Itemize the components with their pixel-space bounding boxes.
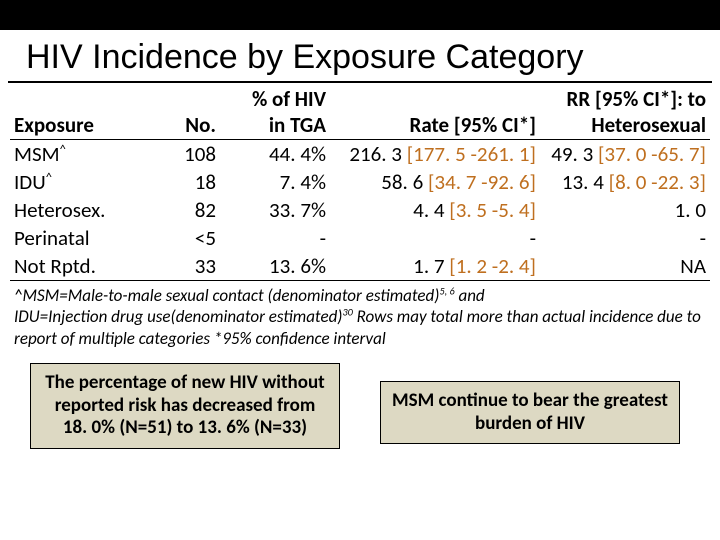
cell-no: 82 <box>150 196 220 224</box>
cell-rr: 1. 0 <box>540 196 710 224</box>
cell-pct: 13. 6% <box>220 252 330 281</box>
slide: HIV Incidence by Exposure Category Expos… <box>0 0 720 540</box>
cell-rate: - <box>330 224 540 252</box>
th-pct-l1: % of HIV <box>252 86 326 112</box>
callouts: The percentage of new HIV without report… <box>0 355 720 449</box>
page-title: HIV Incidence by Exposure Category <box>8 30 712 83</box>
cell-pct: 44. 4% <box>220 140 330 169</box>
callout-left: The percentage of new HIV without report… <box>30 363 340 449</box>
table-row: IDU^ 18 7. 4% 58. 6 [34. 7 -92. 6] 13. 4… <box>10 168 710 196</box>
table-header-row: Exposure No. % of HIV in TGA Rate [95% C… <box>10 85 710 140</box>
cell-no: 33 <box>150 252 220 281</box>
cell-exposure: Heterosex. <box>10 196 150 224</box>
cell-rr: NA <box>540 252 710 281</box>
table-row: Not Rptd. 33 13. 6% 1. 7 [1. 2 -2. 4] NA <box>10 252 710 281</box>
cell-rr: 49. 3 <box>551 141 598 167</box>
fn-1a: ^MSM=Male-to-male sexual contact (denomi… <box>14 285 439 306</box>
cell-exposure: Perinatal <box>10 224 150 252</box>
cell-exposure: MSM <box>14 141 60 167</box>
incidence-table: Exposure No. % of HIV in TGA Rate [95% C… <box>10 85 710 281</box>
cell-rate-ci: [177. 5 -261. 1] <box>407 141 536 167</box>
table-row: Perinatal <5 - - - <box>10 224 710 252</box>
footnote: ^MSM=Male-to-male sexual contact (denomi… <box>0 281 720 355</box>
table-row: MSM^ 108 44. 4% 216. 3 [177. 5 -261. 1] … <box>10 140 710 169</box>
topbar <box>0 0 720 30</box>
cell-no: <5 <box>150 224 220 252</box>
th-pct: % of HIV in TGA <box>220 85 330 140</box>
table-wrap: Exposure No. % of HIV in TGA Rate [95% C… <box>0 83 720 281</box>
cell-sup: ^ <box>60 142 66 157</box>
cell-pct: 7. 4% <box>220 168 330 196</box>
cell-rr: 13. 4 <box>562 169 609 195</box>
fn-2sup: 30 <box>342 306 352 319</box>
fn-1b: and <box>455 285 485 306</box>
cell-rr-ci: [37. 0 -65. 7] <box>598 141 706 167</box>
table-row: Heterosex. 82 33. 7% 4. 4 [3. 5 -5. 4] 1… <box>10 196 710 224</box>
th-rate: Rate [95% CI*] <box>330 85 540 140</box>
callout-right: MSM continue to bear the greatest burden… <box>380 381 680 445</box>
cell-rate: 4. 4 <box>413 197 449 223</box>
cell-rate-ci: [34. 7 -92. 6] <box>428 169 536 195</box>
cell-exposure: Not Rptd. <box>10 252 150 281</box>
cell-rate-ci: [1. 2 -2. 4] <box>449 253 536 279</box>
cell-no: 18 <box>150 168 220 196</box>
th-rr-l1: RR [95% CI*]: to <box>567 86 706 112</box>
cell-sup: ^ <box>46 170 52 185</box>
th-pct-l2: in TGA <box>269 112 326 138</box>
th-exposure: Exposure <box>10 85 150 140</box>
cell-pct: 33. 7% <box>220 196 330 224</box>
cell-rate: 58. 6 <box>381 169 428 195</box>
fn-2a: IDU=Injection drug use(denominator estim… <box>14 306 342 327</box>
cell-no: 108 <box>150 140 220 169</box>
cell-rate: 1. 7 <box>413 253 449 279</box>
cell-rate: 216. 3 <box>349 141 406 167</box>
th-no: No. <box>150 85 220 140</box>
th-rr: RR [95% CI*]: to Heterosexual <box>540 85 710 140</box>
cell-pct: - <box>220 224 330 252</box>
fn-1sup: 5, 6 <box>439 284 454 297</box>
cell-exposure: IDU <box>14 169 46 195</box>
cell-rr-ci: [8. 0 -22. 3] <box>609 169 706 195</box>
cell-rr: - <box>540 224 710 252</box>
cell-rate-ci: [3. 5 -5. 4] <box>449 197 536 223</box>
th-rr-l2: Heterosexual <box>591 112 706 138</box>
